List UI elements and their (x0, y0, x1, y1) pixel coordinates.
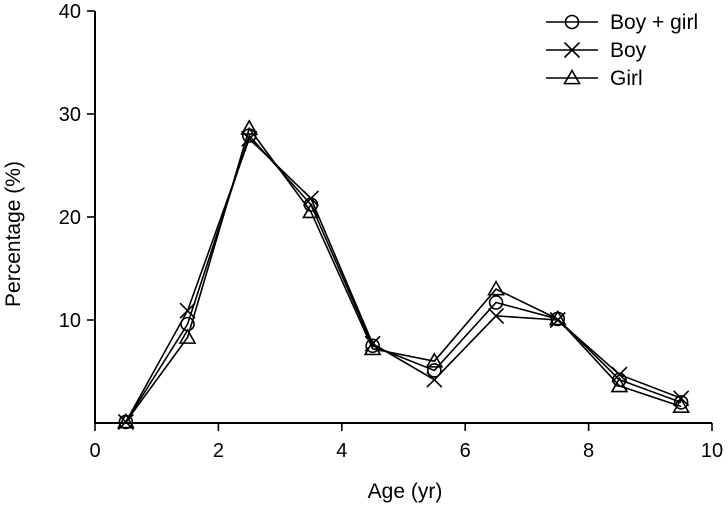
series-line-boy-girl (125, 134, 682, 423)
data-point-boy (179, 302, 196, 319)
y-tick-label: 20 (59, 207, 81, 229)
legend-label: Boy + girl (610, 11, 698, 34)
legend: Boy + girl Boy Girl (546, 11, 698, 90)
x-tick-label: 8 (583, 440, 594, 462)
data-point-boy (302, 190, 320, 207)
y-tick-label: 30 (59, 104, 81, 126)
data-point-girl (425, 352, 444, 368)
data-point-boy-girl (673, 395, 689, 410)
data-point-boy-girl (365, 338, 380, 354)
series-group (116, 119, 691, 431)
x-tick-label: 6 (460, 440, 471, 462)
data-point-girl (487, 279, 505, 296)
y-tick-label: 10 (59, 310, 81, 332)
legend-marker-circle (564, 14, 580, 30)
legend-item-boy-girl: Boy + girl (546, 11, 698, 34)
data-point-girl (363, 339, 382, 356)
series-line-boy (125, 137, 682, 423)
tick-labels: 0 2 4 6 8 10 10 20 30 40 (59, 1, 723, 462)
series-girl (116, 119, 691, 429)
x-tick-label: 2 (213, 440, 224, 462)
y-tick-label: 40 (59, 1, 81, 23)
data-point-girl (178, 328, 197, 344)
data-point-girl (672, 397, 691, 413)
x-tick-label: 0 (89, 440, 100, 462)
legend-item-girl: Girl (546, 67, 643, 90)
x-tick-label: 4 (336, 440, 347, 462)
data-point-girl (302, 202, 320, 219)
tick-marks (87, 10, 713, 431)
legend-label: Girl (610, 67, 643, 90)
series-boy-girl (118, 128, 689, 430)
series-line-girl (125, 126, 682, 423)
x-tick-label: 10 (701, 440, 723, 462)
legend-marker-x (563, 41, 581, 59)
x-axis-title: Age (yr) (368, 480, 443, 503)
y-axis-title: Percentage (%) (2, 161, 25, 307)
data-point-girl (116, 412, 135, 429)
data-point-boy-girl (427, 363, 442, 378)
legend-label: Boy (610, 39, 647, 62)
data-point-girl (610, 376, 629, 393)
data-point-girl (548, 309, 567, 326)
data-point-boy (426, 371, 443, 388)
data-point-boy (487, 307, 505, 324)
data-point-boy-girl (488, 295, 504, 310)
legend-marker-triangle (563, 68, 581, 85)
legend-item-boy: Boy (546, 39, 647, 62)
data-point-girl (240, 119, 259, 135)
